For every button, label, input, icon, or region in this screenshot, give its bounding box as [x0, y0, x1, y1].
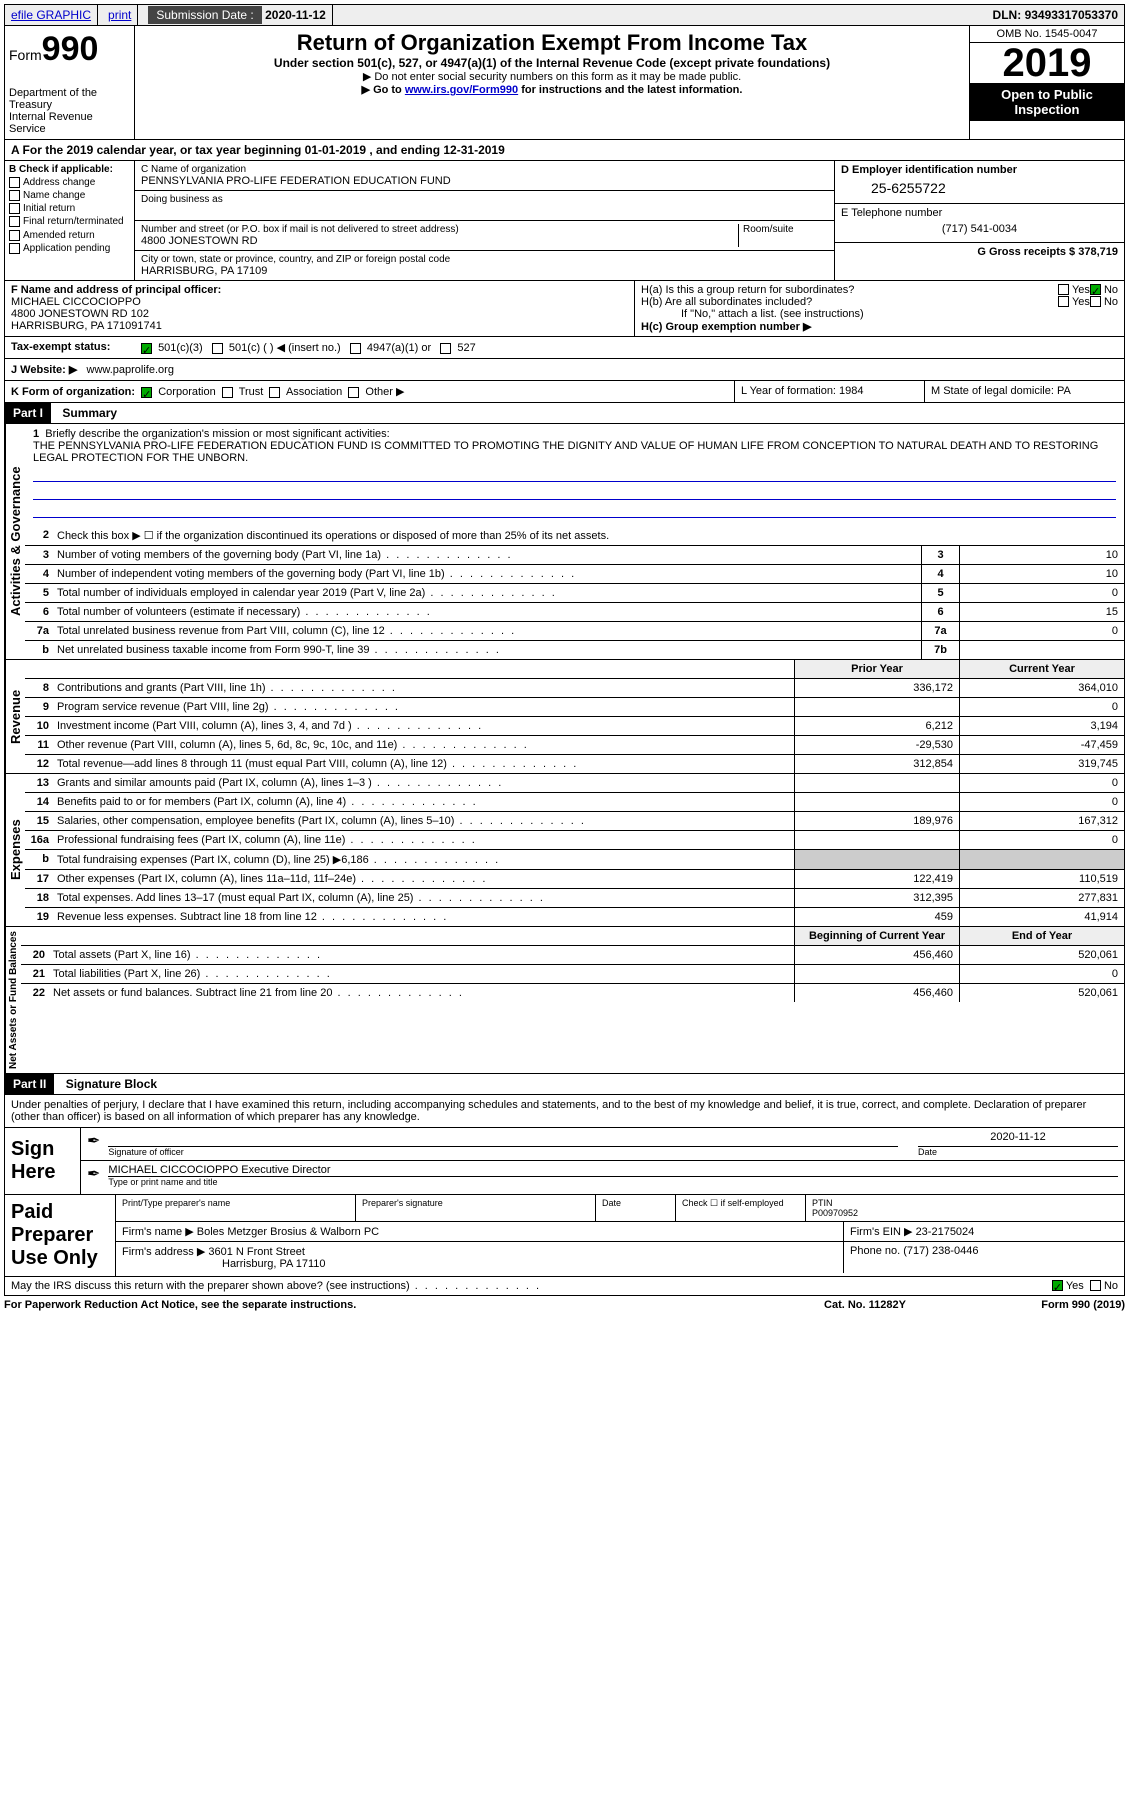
part1-header: Part I — [5, 403, 51, 423]
table-row: 22Net assets or fund balances. Subtract … — [21, 984, 1124, 1002]
phone-value: (717) 541-0034 — [841, 219, 1118, 239]
ptin-value: P00970952 — [812, 1208, 858, 1218]
submission-date: Submission Date : 2020-11-12 — [142, 5, 332, 25]
city-state-zip: HARRISBURG, PA 17109 — [141, 265, 828, 277]
chk-corp[interactable]: ✓ — [141, 387, 152, 398]
chk-hb-no[interactable] — [1090, 296, 1101, 307]
section-f-officer: F Name and address of principal officer:… — [5, 281, 634, 336]
print-link[interactable]: print — [102, 5, 138, 25]
open-public-badge: Open to Public Inspection — [970, 83, 1124, 121]
firm-name: Boles Metzger Brosius & Walborn PC — [197, 1226, 379, 1238]
paid-preparer-label: Paid Preparer Use Only — [5, 1195, 115, 1276]
table-row: 9Program service revenue (Part VIII, lin… — [25, 698, 1124, 717]
table-row: 13Grants and similar amounts paid (Part … — [25, 774, 1124, 793]
table-row: 5Total number of individuals employed in… — [25, 584, 1124, 603]
irs-label: Internal Revenue Service — [9, 111, 130, 135]
chk-ha-no[interactable]: ✓ — [1090, 284, 1101, 295]
section-h-group: H(a) Is this a group return for subordin… — [634, 281, 1124, 336]
officer-typed-name: MICHAEL CICCOCIOPPO Executive Director — [108, 1164, 1118, 1177]
sig-date: 2020-11-12 — [918, 1131, 1118, 1147]
table-row: 12Total revenue—add lines 8 through 11 (… — [25, 755, 1124, 773]
table-row: 14Benefits paid to or for members (Part … — [25, 793, 1124, 812]
table-row: 20Total assets (Part X, line 16)456,4605… — [21, 946, 1124, 965]
year-formation: L Year of formation: 1984 — [734, 381, 924, 402]
table-row: 10Investment income (Part VIII, column (… — [25, 717, 1124, 736]
table-row: 18Total expenses. Add lines 13–17 (must … — [25, 889, 1124, 908]
chk-amended[interactable]: Amended return — [9, 230, 130, 241]
form-title: Return of Organization Exempt From Incom… — [139, 30, 965, 56]
chk-501c3[interactable]: ✓ — [141, 343, 152, 354]
chk-address[interactable]: Address change — [9, 177, 130, 188]
table-row: 17Other expenses (Part IX, column (A), l… — [25, 870, 1124, 889]
officer-name: MICHAEL CICCOCIOPPO — [11, 296, 141, 308]
form-subtitle: Under section 501(c), 527, or 4947(a)(1)… — [139, 56, 965, 70]
chk-final[interactable]: Final return/terminated — [9, 216, 130, 227]
section-governance-label: Activities & Governance — [5, 424, 25, 659]
perjury-declaration: Under penalties of perjury, I declare th… — [4, 1095, 1125, 1128]
table-row: 19Revenue less expenses. Subtract line 1… — [25, 908, 1124, 926]
cat-no: Cat. No. 11282Y — [765, 1299, 965, 1311]
form-number: Form990 — [9, 30, 130, 69]
chk-pending[interactable]: Application pending — [9, 243, 130, 254]
tax-year: 2019 — [970, 43, 1124, 83]
efile-link[interactable]: efile GRAPHIC — [5, 5, 98, 25]
dln: DLN: 93493317053370 — [987, 5, 1124, 25]
section-c-org: C Name of organization PENNSYLVANIA PRO-… — [135, 161, 834, 280]
table-row: 15Salaries, other compensation, employee… — [25, 812, 1124, 831]
street-address: 4800 JONESTOWN RD — [141, 235, 738, 247]
form-note1: ▶ Do not enter social security numbers o… — [139, 70, 965, 83]
form-note2: ▶ Go to www.irs.gov/Form990 for instruct… — [139, 83, 965, 96]
state-domicile: M State of legal domicile: PA — [924, 381, 1124, 402]
table-row: 11Other revenue (Part VIII, column (A), … — [25, 736, 1124, 755]
dept-label: Department of the Treasury — [9, 87, 130, 111]
sign-here-label: Sign Here — [5, 1128, 80, 1194]
table-row: 4Number of independent voting members of… — [25, 565, 1124, 584]
table-row: 3Number of voting members of the governi… — [25, 546, 1124, 565]
discuss-row: May the IRS discuss this return with the… — [4, 1277, 1125, 1296]
chk-discuss-no[interactable] — [1090, 1280, 1101, 1291]
row-a-period: A For the 2019 calendar year, or tax yea… — [4, 140, 1125, 161]
table-row: bTotal fundraising expenses (Part IX, co… — [25, 850, 1124, 870]
table-row: 6Total number of volunteers (estimate if… — [25, 603, 1124, 622]
part2-header: Part II — [5, 1074, 54, 1094]
table-row: 7aTotal unrelated business revenue from … — [25, 622, 1124, 641]
ein-label: D Employer identification number — [841, 164, 1017, 176]
top-toolbar: efile GRAPHIC print Submission Date : 20… — [4, 4, 1125, 26]
dba — [141, 205, 828, 217]
firm-ein: 23-2175024 — [916, 1226, 975, 1238]
form-header: Form990 Department of the Treasury Inter… — [4, 26, 1125, 140]
mission-text: THE PENNSYLVANIA PRO-LIFE FEDERATION EDU… — [33, 440, 1098, 464]
row-k-form-org: K Form of organization: ✓ Corporation Tr… — [4, 381, 1125, 403]
chk-initial[interactable]: Initial return — [9, 203, 130, 214]
table-row: bNet unrelated business taxable income f… — [25, 641, 1124, 659]
table-row: 8Contributions and grants (Part VIII, li… — [25, 679, 1124, 698]
paperwork-notice: For Paperwork Reduction Act Notice, see … — [4, 1299, 765, 1311]
table-row: 16aProfessional fundraising fees (Part I… — [25, 831, 1124, 850]
gross-receipts: 378,719 — [1078, 246, 1118, 258]
chk-hb-yes[interactable] — [1058, 296, 1069, 307]
firm-phone: (717) 238-0446 — [903, 1245, 978, 1257]
section-revenue-label: Revenue — [5, 660, 25, 773]
chk-discuss-yes[interactable]: ✓ — [1052, 1280, 1063, 1291]
form-foot: Form 990 (2019) — [965, 1299, 1125, 1311]
phone-label: E Telephone number — [841, 207, 1118, 219]
ein-value: 25-6255722 — [841, 176, 1118, 200]
row-i-tax-status: Tax-exempt status: ✓ 501(c)(3) 501(c) ( … — [4, 337, 1125, 359]
website-value: www.paprolife.org — [87, 364, 174, 376]
section-net-label: Net Assets or Fund Balances — [5, 927, 21, 1073]
chk-ha-yes[interactable] — [1058, 284, 1069, 295]
section-expenses-label: Expenses — [5, 774, 25, 926]
firm-address: 3601 N Front Street — [208, 1246, 305, 1258]
chk-name[interactable]: Name change — [9, 190, 130, 201]
table-row: 21Total liabilities (Part X, line 26)0 — [21, 965, 1124, 984]
org-name: PENNSYLVANIA PRO-LIFE FEDERATION EDUCATI… — [141, 175, 828, 187]
section-b-checkboxes: B Check if applicable: Address change Na… — [5, 161, 135, 280]
room-suite: Room/suite — [738, 224, 828, 247]
row-j-website: J Website: ▶ www.paprolife.org — [4, 359, 1125, 381]
